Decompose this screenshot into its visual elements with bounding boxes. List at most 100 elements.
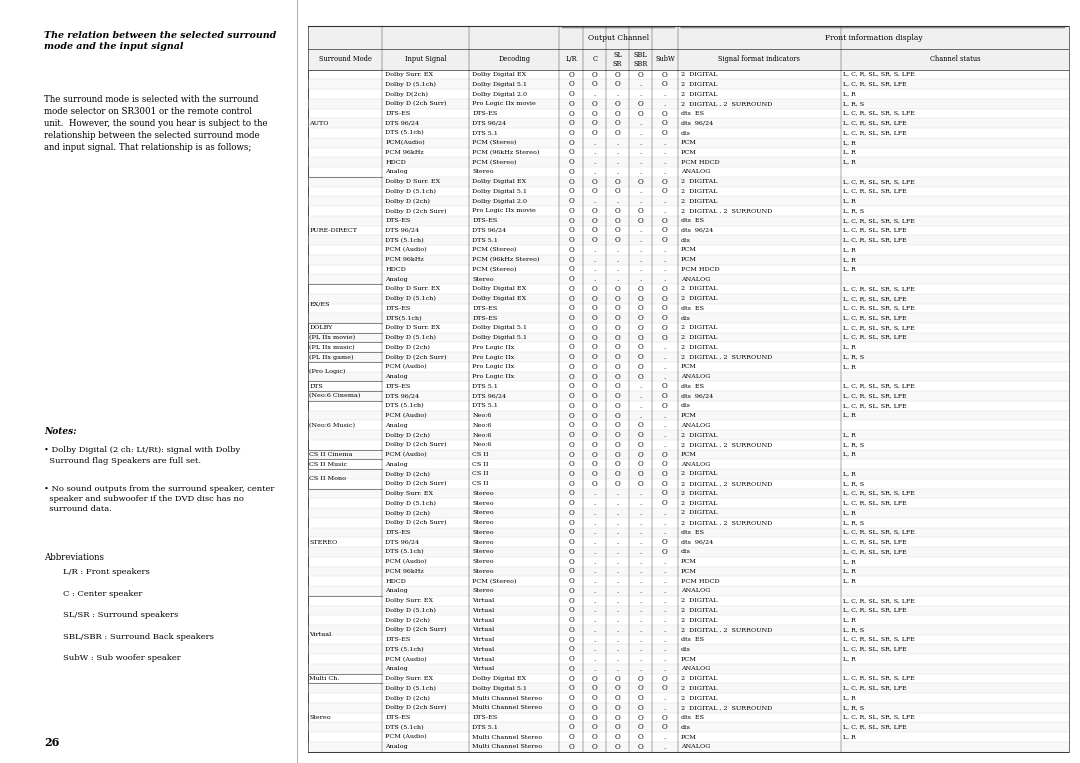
Text: O: O: [568, 490, 575, 497]
Text: Dolby D (5.1ch): Dolby D (5.1ch): [386, 501, 436, 506]
Text: O: O: [615, 70, 621, 79]
Bar: [308, 449, 1069, 459]
Bar: [308, 742, 1069, 752]
Text: 2  DIGITAL , 2  SURROUND: 2 DIGITAL , 2 SURROUND: [680, 355, 772, 359]
Text: O: O: [637, 470, 644, 478]
Text: .: .: [664, 645, 666, 653]
Text: DTS 5.1: DTS 5.1: [472, 384, 498, 389]
Text: PCM: PCM: [680, 559, 697, 564]
Text: .: .: [639, 129, 642, 137]
Text: L, R, S: L, R, S: [843, 481, 864, 486]
Text: PCM (Audio): PCM (Audio): [386, 452, 427, 457]
Text: O: O: [592, 237, 597, 244]
Text: O: O: [615, 343, 621, 351]
Text: O: O: [568, 110, 575, 118]
Text: .: .: [617, 90, 619, 98]
Text: dts  ES: dts ES: [680, 111, 704, 116]
Text: PCM: PCM: [680, 657, 697, 662]
Text: L, C, R, SL, SR, LFE: L, C, R, SL, SR, LFE: [843, 238, 907, 243]
Text: .: .: [639, 80, 642, 89]
Text: .: .: [594, 275, 596, 283]
Text: O: O: [568, 441, 575, 449]
Text: Analog: Analog: [386, 169, 408, 175]
Text: Dolby D (5.1ch): Dolby D (5.1ch): [386, 608, 436, 613]
Text: PCM HDCD: PCM HDCD: [680, 267, 719, 272]
Text: .: .: [664, 207, 666, 215]
Text: Virtual: Virtual: [472, 617, 495, 623]
Text: O: O: [637, 684, 644, 692]
Text: O: O: [568, 713, 575, 722]
Text: 2  DIGITAL: 2 DIGITAL: [680, 472, 717, 476]
Text: O: O: [637, 217, 644, 224]
Text: 26: 26: [44, 737, 59, 748]
Text: L, C, R, SL, SR, S, LFE: L, C, R, SL, SR, S, LFE: [843, 286, 915, 291]
Text: .: .: [664, 742, 666, 751]
Text: DTS-ES: DTS-ES: [472, 316, 498, 320]
Text: O: O: [568, 314, 575, 322]
Text: .: .: [594, 168, 596, 176]
Text: O: O: [568, 158, 575, 166]
Text: O: O: [637, 431, 644, 439]
Text: O: O: [568, 626, 575, 634]
Text: .: .: [594, 158, 596, 166]
Text: DTS (5.1ch): DTS (5.1ch): [386, 647, 424, 652]
Text: O: O: [568, 324, 575, 332]
Text: L, C, R, SL, SR, S, LFE: L, C, R, SL, SR, S, LFE: [843, 530, 915, 535]
Text: Signal format indicators: Signal format indicators: [718, 55, 800, 63]
Text: DTS 96/24: DTS 96/24: [386, 228, 420, 233]
Bar: [308, 138, 1069, 147]
Text: 2  DIGITAL: 2 DIGITAL: [680, 345, 717, 350]
Text: O: O: [615, 372, 621, 381]
Text: .: .: [617, 577, 619, 585]
Text: SL
SR: SL SR: [613, 50, 622, 68]
Text: L, R: L, R: [843, 92, 855, 97]
Text: CS II: CS II: [472, 481, 489, 486]
Text: Neo:6: Neo:6: [472, 433, 491, 437]
Text: Virtual: Virtual: [472, 637, 495, 642]
Text: DTS 5.1: DTS 5.1: [472, 238, 498, 243]
Text: O: O: [592, 119, 597, 127]
Text: .: .: [594, 665, 596, 673]
Text: L, C, R, SL, SR, S, LFE: L, C, R, SL, SR, S, LFE: [843, 306, 915, 311]
Text: CS II Mono: CS II Mono: [309, 476, 347, 481]
Text: dts  96/24: dts 96/24: [680, 121, 713, 126]
Text: O: O: [662, 490, 667, 497]
Text: O: O: [592, 694, 597, 702]
Text: SubW: SubW: [656, 55, 675, 63]
Text: Dolby D (5.1ch): Dolby D (5.1ch): [386, 335, 436, 340]
Text: O: O: [637, 372, 644, 381]
Text: O: O: [568, 100, 575, 108]
Text: Dolby Digital 5.1: Dolby Digital 5.1: [472, 325, 527, 330]
Text: .: .: [664, 431, 666, 439]
Text: .: .: [617, 597, 619, 604]
Text: DTS-ES: DTS-ES: [472, 218, 498, 224]
Text: Dolby D (2ch): Dolby D (2ch): [386, 472, 430, 477]
Text: (PL IIx music): (PL IIx music): [309, 345, 355, 350]
Text: O: O: [637, 713, 644, 722]
Text: .: .: [617, 519, 619, 526]
Text: Stereo: Stereo: [472, 520, 494, 525]
Text: L, C, R, SL, SR, LFE: L, C, R, SL, SR, LFE: [843, 608, 907, 613]
Text: L, R: L, R: [843, 267, 855, 272]
Text: 2  DIGITAL: 2 DIGITAL: [680, 433, 717, 437]
Text: Stereo: Stereo: [472, 588, 494, 594]
Text: L, R: L, R: [843, 617, 855, 623]
Text: (Neo:6 Cinema): (Neo:6 Cinema): [309, 394, 361, 398]
Text: O: O: [637, 694, 644, 702]
Text: CS II Cinema: CS II Cinema: [309, 452, 353, 457]
Text: .: .: [639, 597, 642, 604]
Bar: [308, 586, 1069, 596]
Text: .: .: [664, 703, 666, 712]
Text: dts: dts: [680, 130, 691, 136]
Text: DTS-ES: DTS-ES: [386, 530, 410, 535]
Text: Dolby D Surr. EX: Dolby D Surr. EX: [386, 286, 441, 291]
Text: .: .: [639, 158, 642, 166]
Text: Dolby D (2ch Surr): Dolby D (2ch Surr): [386, 481, 447, 486]
Text: .: .: [617, 636, 619, 644]
Text: 2  DIGITAL , 2  SURROUND: 2 DIGITAL , 2 SURROUND: [680, 627, 772, 633]
Text: L, R, S: L, R, S: [843, 443, 864, 447]
Text: L, C, R, SL, SR, LFE: L, C, R, SL, SR, LFE: [843, 228, 907, 233]
Text: .: .: [639, 519, 642, 526]
Text: L, C, R, SL, SR, S, LFE: L, C, R, SL, SR, S, LFE: [843, 111, 915, 116]
Text: O: O: [592, 713, 597, 722]
